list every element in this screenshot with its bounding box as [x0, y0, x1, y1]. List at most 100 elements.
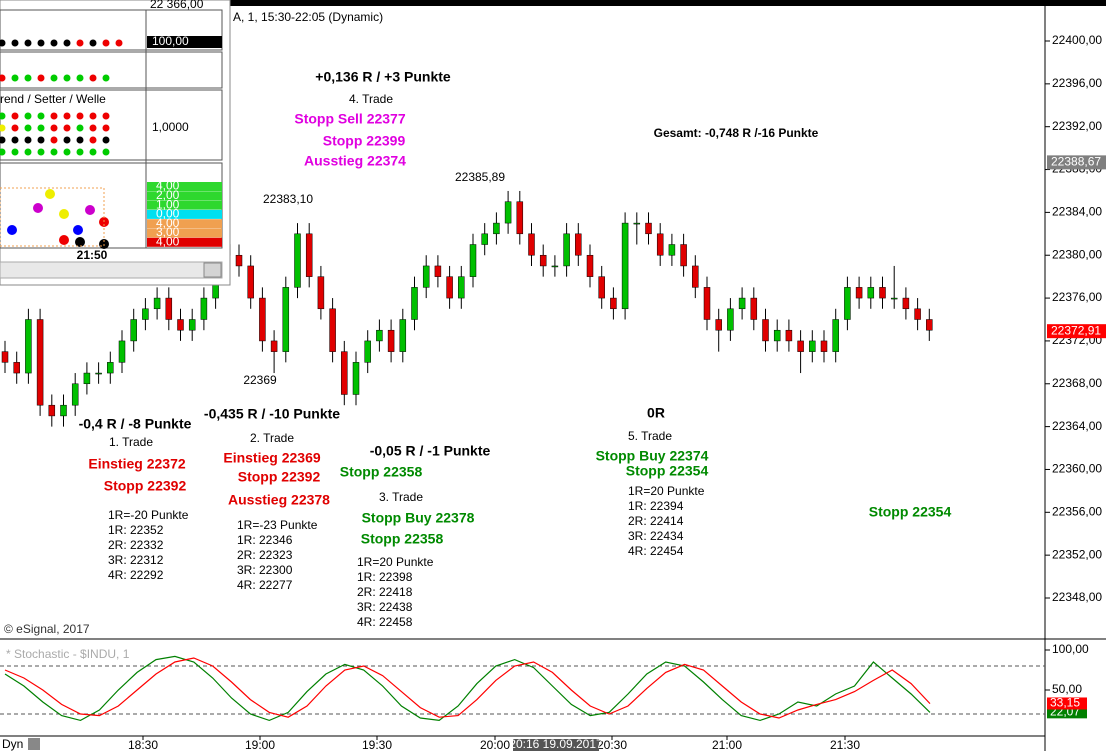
candle-body: [867, 287, 875, 299]
candle-body: [25, 319, 32, 374]
candle-body: [727, 308, 734, 331]
annotation: 1R=-20 Punkte: [108, 508, 189, 522]
candle-body: [165, 297, 173, 320]
stoch-marker: [1047, 697, 1087, 710]
panel-value: 100,00: [152, 34, 189, 48]
candle-body: [200, 297, 208, 320]
annotation: 3. Trade: [379, 490, 423, 504]
candle-body: [539, 254, 547, 267]
dot: [11, 39, 19, 47]
candle-body: [668, 244, 676, 256]
annotation: 3R: 22438: [357, 600, 413, 614]
dot: [11, 124, 19, 132]
candle-body: [610, 297, 617, 310]
candle-body: [914, 308, 921, 320]
dot: [50, 148, 58, 156]
candle-body: [130, 319, 137, 342]
level-bar: [147, 228, 222, 238]
dot: [0, 74, 6, 82]
candle-body: [715, 319, 722, 331]
cursor-time-box: [513, 739, 599, 751]
annotation: Stopp Buy 22374: [596, 448, 709, 464]
candle-body: [317, 276, 325, 310]
y-tick-label: 22356,00: [1052, 504, 1102, 518]
candle-body: [376, 329, 383, 342]
candle-body: [762, 319, 769, 342]
dot: [45, 189, 55, 199]
candle-body: [633, 222, 641, 225]
scrollbar: [0, 261, 223, 279]
annotation: 1R: 22398: [357, 570, 413, 584]
stoch-title: * Stochastic - $INDU, 1: [6, 647, 130, 661]
candle-body: [13, 362, 20, 374]
stoch-marker-label: 33,15: [1050, 696, 1080, 710]
candle-body: [469, 244, 477, 277]
candle-body: [692, 265, 699, 288]
candle-body: [645, 222, 652, 235]
dot: [63, 124, 71, 132]
annotation: Ausstieg 22374: [304, 153, 406, 169]
dot: [11, 136, 19, 144]
candle-body: [142, 308, 149, 320]
annotation: -0,05 R / -1 Punkte: [370, 443, 491, 459]
dot: [24, 74, 32, 82]
dot: [24, 124, 32, 132]
level-label: 3,00: [156, 225, 180, 239]
dot: [59, 235, 69, 245]
dot: [76, 148, 84, 156]
annotation: 1. Trade: [109, 435, 153, 449]
x-tick-label: 19:00: [245, 738, 275, 751]
candle-body: [411, 287, 418, 320]
annotation: 5. Trade: [628, 429, 672, 443]
stoch-line: [4, 657, 931, 719]
top-bar: [0, 0, 1106, 6]
y-tick-label: 22352,00: [1052, 547, 1102, 561]
candle-body: [71, 383, 79, 406]
dot: [0, 39, 6, 47]
candle-body: [387, 329, 395, 352]
icon[interactable]: [28, 738, 40, 750]
dot: [37, 136, 45, 144]
candle-body: [235, 254, 243, 267]
annotation: 4. Trade: [349, 92, 393, 106]
price-marker: [1047, 324, 1106, 339]
candle-body: [305, 233, 313, 277]
candle-body: [60, 404, 67, 417]
annotation: 2R: 22418: [357, 585, 413, 599]
dot: [59, 209, 69, 219]
candle-body: [528, 233, 535, 256]
level-bar: [147, 200, 222, 210]
annotation: 3R: 22434: [628, 529, 684, 543]
annotation: 1R: 22394: [628, 499, 684, 513]
annotation: 2. Trade: [250, 431, 294, 445]
panel-area: [0, 187, 105, 247]
dot: [102, 39, 110, 47]
y-tick-label: 22368,00: [1052, 376, 1102, 390]
annotation: 4R: 22292: [108, 568, 164, 582]
dot: [50, 39, 58, 47]
dot: [37, 112, 45, 120]
annotation: 1R: 22346: [237, 533, 293, 547]
dot: [37, 124, 45, 132]
annotation: Stopp 22392: [104, 478, 187, 494]
cursor-time: 20:16 19.09.2017: [509, 737, 603, 751]
level-bar: [147, 209, 222, 219]
candle-body: [551, 265, 559, 268]
dot: [11, 74, 19, 82]
annotation: -0,4 R / -8 Punkte: [79, 416, 192, 432]
scroll-button[interactable]: [203, 262, 222, 278]
annotation: 2R: 22414: [628, 514, 684, 528]
dot: [89, 74, 97, 82]
candle-body: [493, 222, 500, 235]
y-tick-label: 22364,00: [1052, 419, 1102, 433]
candle-body: [270, 340, 278, 352]
candle-body: [48, 404, 56, 417]
dot: [50, 136, 58, 144]
annotation: +0,136 R / +3 Punkte: [315, 69, 451, 85]
panel-value-box: [147, 36, 222, 48]
x-tick-label: 19:30: [362, 738, 392, 751]
candle-body: [188, 319, 196, 331]
dot: [115, 39, 123, 47]
candle-body: [832, 319, 839, 352]
